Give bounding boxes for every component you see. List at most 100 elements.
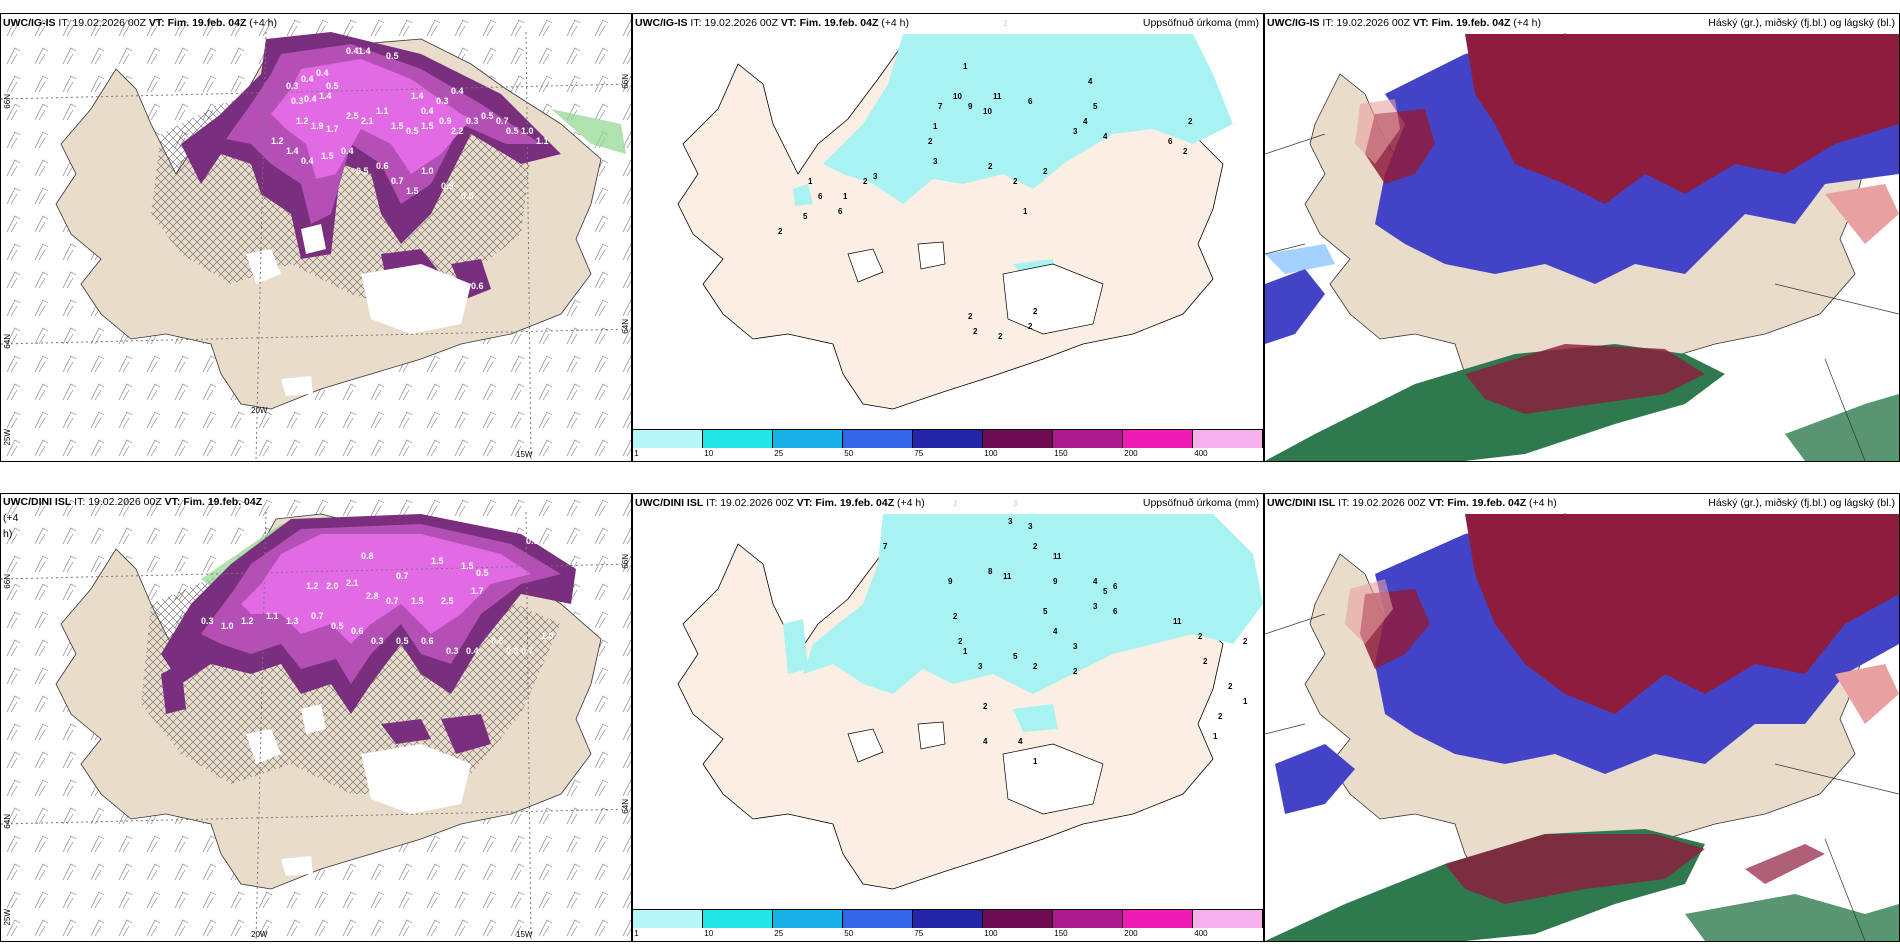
- colorbar-segment: [843, 910, 913, 928]
- model-name: UWC/IG-IS: [1267, 17, 1320, 29]
- value-label: 1: [1243, 697, 1248, 706]
- value-label: 3: [1093, 602, 1098, 611]
- colorbar-ticks: 1 10 25 50 75 100 150 200 400: [633, 929, 1263, 939]
- value-label: 11: [1173, 617, 1182, 626]
- colorbar-segment: [703, 430, 773, 448]
- value-label: 1.0: [421, 166, 434, 176]
- colorbar-tick-label: 400: [1194, 449, 1208, 458]
- it-label: IT:: [74, 496, 86, 508]
- green-coastal-band: [551, 109, 626, 154]
- lead-time: (+4 h): [881, 17, 910, 29]
- model-name: UWC/DINI ISL: [635, 497, 704, 509]
- value-label: 2: [1198, 632, 1203, 641]
- value-label: 2: [983, 702, 988, 711]
- colorbar-tick-label: 50: [844, 929, 854, 938]
- value-label: 1.4: [411, 91, 424, 101]
- it-value: 19.02.2026 00Z: [704, 17, 778, 29]
- projection-lines: [1265, 613, 1899, 941]
- colorbar-tick-label: 100: [984, 929, 998, 938]
- glacier-langjokull: [847, 248, 884, 283]
- colorbar-tick-label: 150: [1054, 929, 1068, 938]
- vt-label: VT:: [164, 496, 181, 508]
- precip-patch-3: [161, 664, 186, 714]
- glacier-hofsjokull: [301, 224, 326, 254]
- value-label: 0.7: [521, 646, 534, 656]
- value-label: 11: [1053, 552, 1062, 561]
- it-value: 19.02.2026 00Z: [1336, 17, 1410, 29]
- precip-patch-2: [381, 719, 431, 744]
- value-label: 0.7: [496, 116, 509, 126]
- lead-time: (+4 h): [1529, 497, 1557, 509]
- lon-label-15: 15W: [516, 450, 533, 459]
- value-label: 1.3: [286, 616, 299, 626]
- accum-patch-2: [793, 184, 813, 206]
- colorbar-tick-label: 150: [1054, 449, 1068, 458]
- value-label: 2: [1033, 542, 1038, 551]
- value-label: 1: [1213, 732, 1218, 741]
- model-name: UWC/DINI ISL: [1267, 497, 1336, 509]
- colorbar-segment: [633, 910, 703, 928]
- colorbar-segment: [633, 430, 703, 448]
- lat-label-64: 64N: [3, 334, 12, 349]
- value-label: 0.7: [441, 274, 454, 284]
- value-label: 2: [1013, 177, 1018, 186]
- glacier-myrdalsjokull: [281, 376, 313, 396]
- high-cloud-area: [1465, 514, 1899, 714]
- value-label: 2: [863, 177, 868, 186]
- value-label: 0.5: [441, 181, 454, 191]
- model-name: UWC/IG-IS: [3, 17, 56, 29]
- colorbar-tick-label: 75: [914, 449, 924, 458]
- value-label: 5: [1093, 102, 1098, 111]
- vt-value: Fim. 19.feb. 04Z: [815, 497, 895, 509]
- value-label: 0.7: [311, 611, 324, 621]
- colorbar: [633, 429, 1263, 448]
- value-label: 4: [1053, 627, 1058, 636]
- colorbar-segment: [1193, 910, 1263, 928]
- model-name: UWC/DINI ISL: [3, 496, 72, 508]
- value-label: 0.6: [471, 281, 484, 291]
- value-label: 6: [1113, 582, 1118, 591]
- panel-bot-mid-accum-precip: UWC/DINI ISL IT: 19.02.2026 00Z VT: Fim.…: [632, 493, 1264, 942]
- value-label: 2: [1028, 322, 1033, 331]
- colorbar-segment: [1123, 910, 1193, 928]
- panel-header: UWC/DINI ISL IT: 19.02.2026 00Z VT: Fim.…: [1, 494, 273, 540]
- value-label: 5: [1043, 607, 1048, 616]
- glacier-vatnajokull: [361, 744, 471, 814]
- lat-line-64: [1, 808, 631, 825]
- vt-label: VT:: [148, 17, 165, 29]
- precip-value-labels: 0.4 1.4 0.50.30.40.40.50.3 0.4 1.4 1.40.40.30…: [271, 46, 549, 291]
- value-label: 1.2: [296, 116, 309, 126]
- value-label: 2.1: [346, 578, 359, 588]
- map-title: Uppsöfnuð úrkoma (mm): [1142, 497, 1259, 509]
- value-label: 0.4: [341, 146, 354, 156]
- colorbar-segment: [773, 430, 843, 448]
- value-label: 3: [1008, 517, 1013, 526]
- value-label: 0.5: [331, 621, 344, 631]
- vt-value: Fim. 19.feb. 04Z: [167, 17, 247, 29]
- value-label: 2: [928, 137, 933, 146]
- value-label: 2: [1033, 307, 1038, 316]
- value-label: 1.0: [541, 631, 554, 641]
- glacier-langjokull: [246, 729, 281, 764]
- colorbar-segment: [703, 910, 773, 928]
- value-label: 1: [1023, 207, 1028, 216]
- value-label: 1.5: [391, 121, 404, 131]
- value-label: 2.8: [366, 591, 379, 601]
- value-label: 7: [883, 542, 888, 551]
- value-label: 4: [1093, 577, 1098, 586]
- precip-patch: [441, 714, 491, 754]
- value-label: 2.5: [441, 596, 454, 606]
- panel-top-mid-accum-precip: UWC/IG-IS IT: 19.02.2026 00Z VT: Fim. 19…: [632, 13, 1264, 462]
- lon-label-25: 25W: [3, 429, 12, 446]
- colorbar-tick-label: 10: [704, 449, 714, 458]
- map-title: Háský (gr.), miðský (fj.bl.) og lágský (…: [1708, 17, 1895, 29]
- lead-time-part: (+4: [3, 512, 19, 524]
- high-cloud-south: [1445, 834, 1705, 904]
- value-label: 0.5: [326, 81, 339, 91]
- colorbar-tick-label: 75: [914, 929, 924, 938]
- lead-time: (+4 h): [1513, 17, 1542, 29]
- accum-value-labels: 2333279811119456635422135232244111222212…: [883, 499, 1248, 766]
- value-label: 9: [968, 102, 973, 111]
- value-label: 0.4: [421, 106, 434, 116]
- glacier-vatnajokull: [1002, 743, 1104, 815]
